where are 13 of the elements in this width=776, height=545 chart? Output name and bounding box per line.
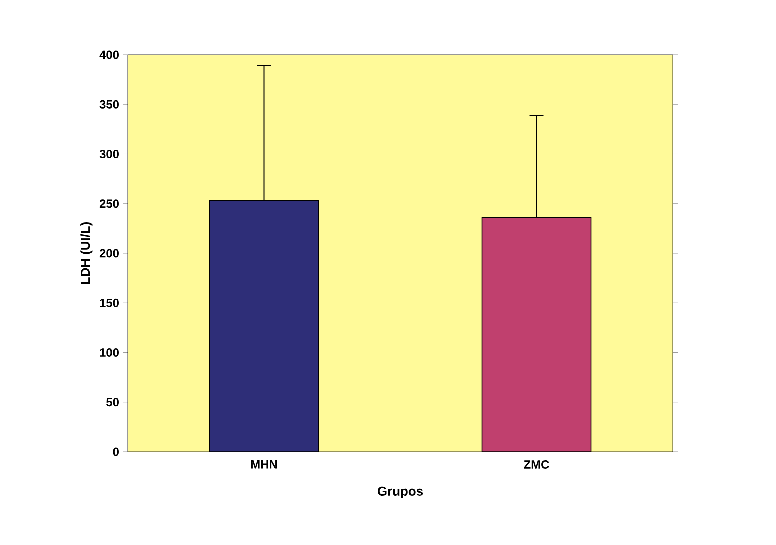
y-tick-label: 400	[100, 50, 119, 60]
y-tick-label: 200	[100, 249, 119, 258]
y-tick-label: 300	[100, 150, 119, 158]
x-axis-title: Grupos	[378, 486, 424, 499]
y-tick-label: 150	[100, 298, 119, 308]
y-tick-label: 0	[113, 448, 119, 456]
y-tick-label: 350	[100, 100, 119, 109]
y-tick-label: 50	[106, 398, 119, 407]
y-tick-label: 100	[100, 348, 119, 357]
x-tick-label: ZMC	[524, 460, 550, 469]
x-tick-label: MHN	[251, 460, 278, 469]
y-axis-title: LDH (UI/L)	[80, 222, 93, 284]
y-tick-label: 250	[100, 200, 119, 208]
